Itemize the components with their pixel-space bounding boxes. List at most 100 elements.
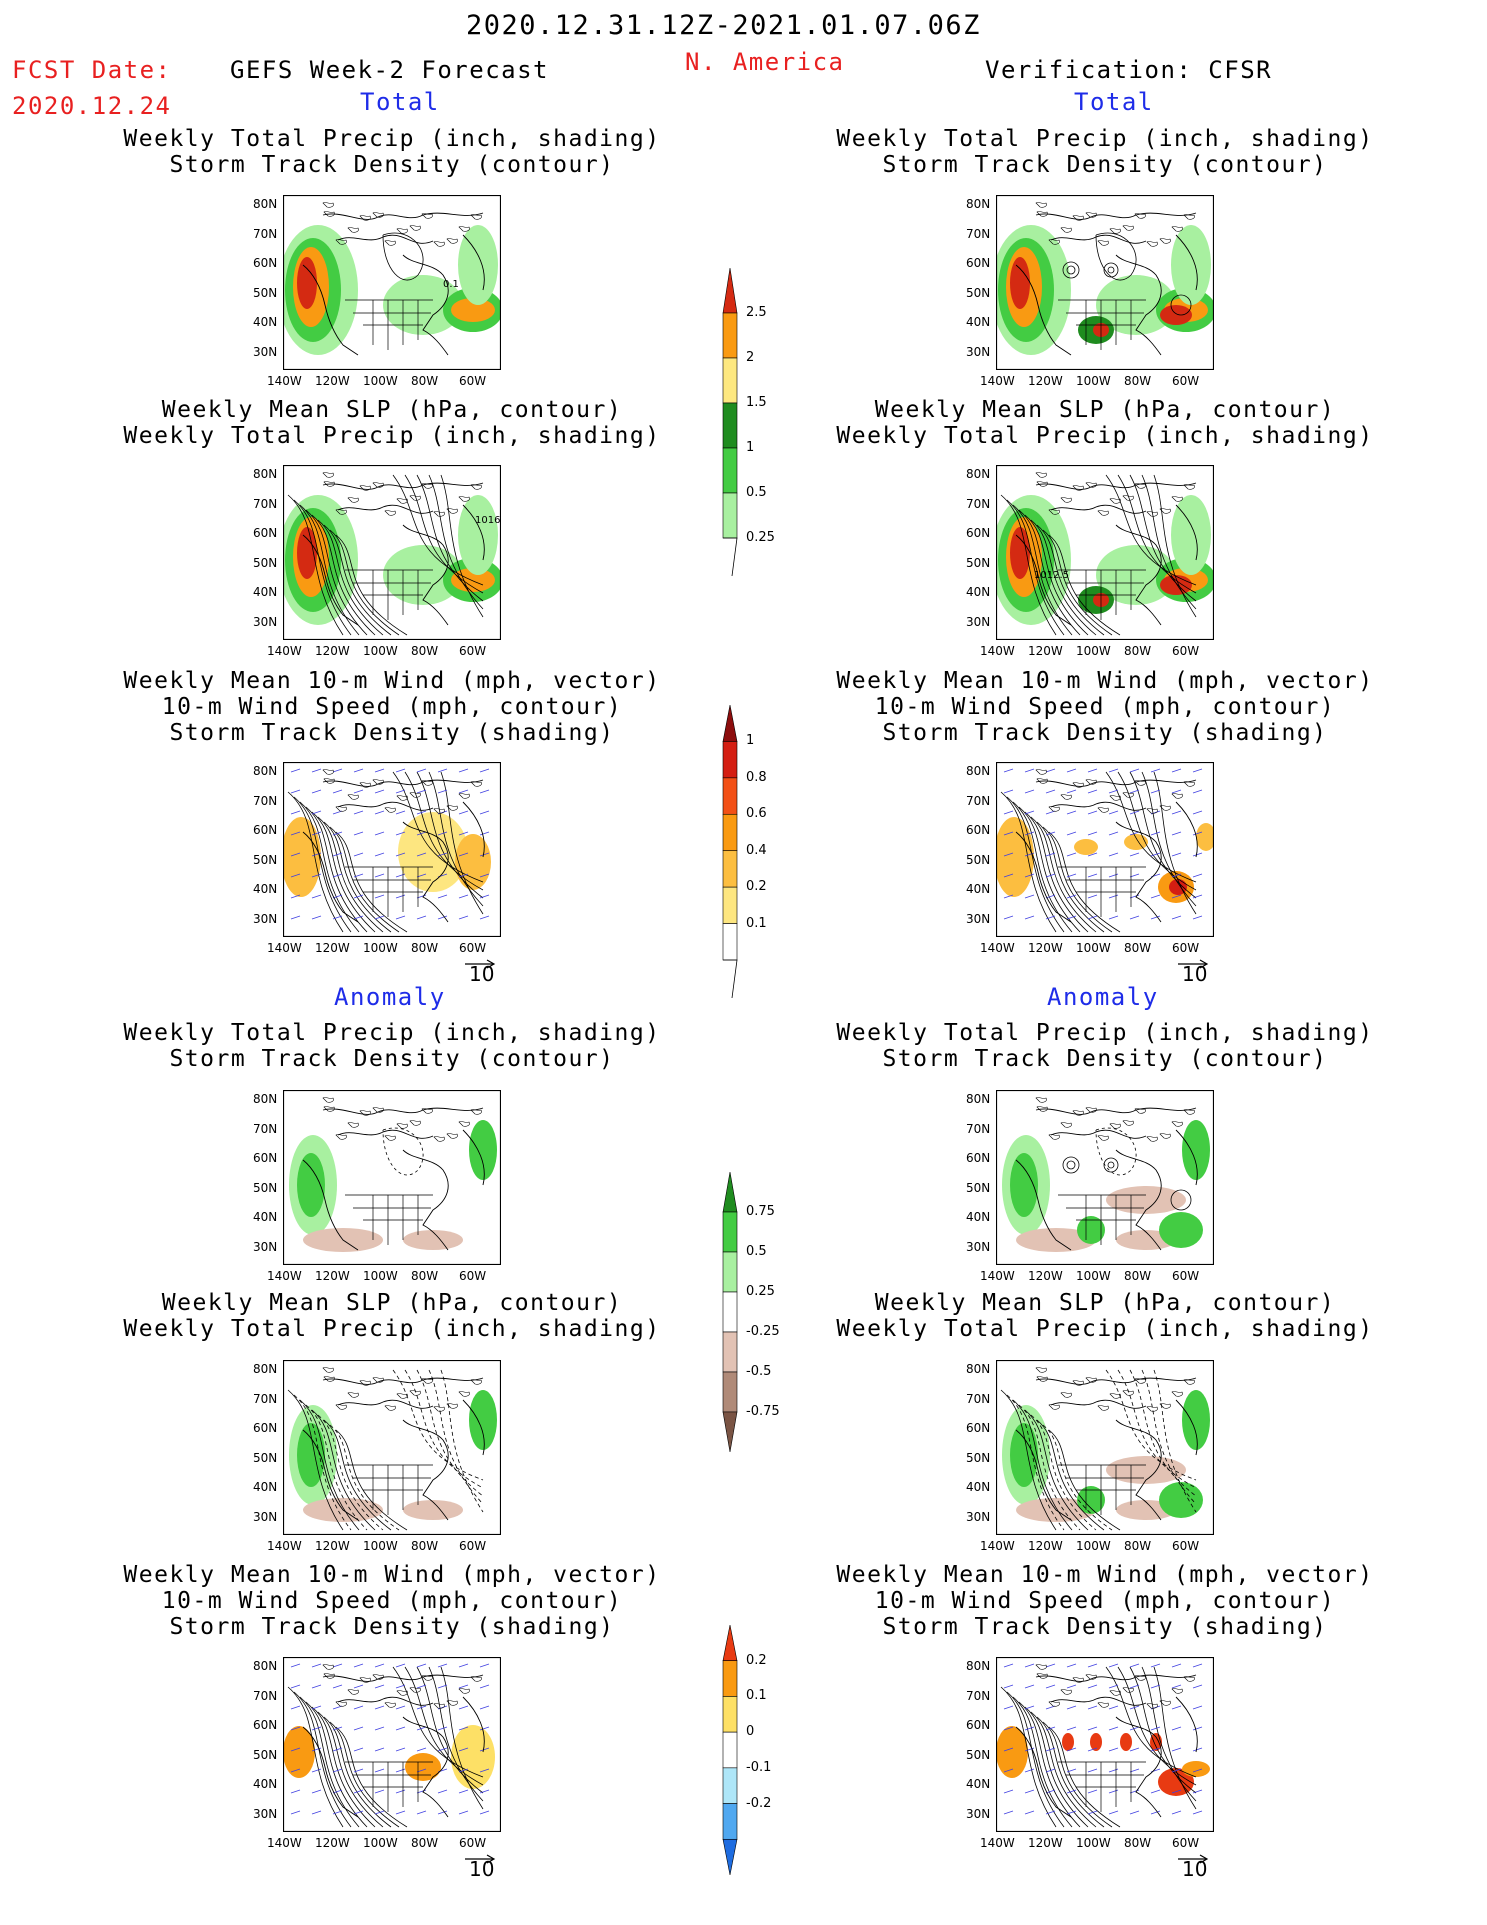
- precip-anomaly-shading: [403, 1500, 463, 1520]
- section-anomaly-left: Anomaly: [334, 983, 446, 1011]
- precip-anomaly-shading: [1106, 1186, 1186, 1214]
- precip-anomaly-shading: [403, 1230, 463, 1250]
- latitude-label: 70N: [253, 496, 278, 511]
- latitude-label: 30N: [253, 344, 278, 359]
- track-density-shading: [996, 817, 1034, 897]
- colorbar-swatch: [722, 1660, 738, 1697]
- map-frame: [996, 1360, 1214, 1535]
- longitude-label: 100W: [363, 644, 398, 658]
- coastline-outline: [1015, 472, 1198, 626]
- vector-reference-arrow-icon: [1178, 954, 1210, 973]
- wind-vectors: [290, 1663, 490, 1815]
- fcst-date-label: FCST Date:: [12, 56, 172, 84]
- section-anomaly-right: Anomaly: [1047, 983, 1159, 1011]
- map-frame: [996, 762, 1214, 937]
- colorbar-swatch: [722, 704, 738, 742]
- latitude-label: 30N: [253, 911, 278, 926]
- longitude-label: 80W: [411, 644, 439, 658]
- longitude-label: 60W: [459, 1269, 487, 1283]
- latitude-label: 80N: [253, 1659, 278, 1673]
- longitude-label: 80W: [411, 1539, 439, 1553]
- panel-title-line-1: Weekly Mean 10-m Wind (mph, vector): [123, 668, 661, 694]
- map-panel-wt-gefs: [283, 762, 501, 937]
- map-panel-sa-gefs: [283, 1360, 501, 1535]
- colorbar-tick-label: 0.2: [746, 879, 767, 895]
- map-panel-wa-cfsr: [996, 1657, 1214, 1832]
- section-total-right: Total: [1074, 88, 1154, 116]
- precip-shading: [458, 225, 498, 305]
- panel-title-line-2: Storm Track Density (contour): [882, 1046, 1328, 1072]
- track-density-shading: [1196, 823, 1214, 851]
- vector-reference-label: 10: [1182, 1857, 1208, 1881]
- longitude-label: 120W: [1028, 941, 1063, 955]
- map-panel-pa-cfsr: [996, 1090, 1214, 1265]
- coastline-outline: [302, 1664, 485, 1818]
- latitude-label: 70N: [966, 1391, 991, 1406]
- latitude-label: 50N: [253, 285, 278, 300]
- colorbar-swatch: [722, 923, 738, 961]
- panel-title-line-2: Storm Track Density (contour): [169, 1046, 615, 1072]
- longitude-label: 120W: [1028, 1539, 1063, 1553]
- latitude-label: 40N: [966, 882, 991, 896]
- latitude-label: 80N: [253, 467, 278, 481]
- track-anomaly-shading: [1182, 1761, 1210, 1777]
- longitude-label: 80W: [411, 1269, 439, 1283]
- colorbar-tick-label: 0.4: [746, 842, 767, 858]
- longitude-label: 100W: [363, 941, 398, 955]
- latitude-label: 30N: [966, 614, 991, 629]
- longitude-label: 120W: [315, 644, 350, 658]
- map-panel-pt-cfsr: [996, 195, 1214, 370]
- longitude-label: 80W: [411, 374, 439, 388]
- track-density-shading: [455, 834, 491, 890]
- contour-lines: [1000, 1666, 1197, 1828]
- longitude-label: 140W: [980, 1269, 1015, 1283]
- latitude-label: 70N: [966, 496, 991, 511]
- track-anomaly-shading: [283, 1726, 315, 1778]
- latitude-label: 40N: [966, 585, 991, 599]
- longitude-label: 60W: [1172, 644, 1200, 658]
- colorbar-tick-label: 0.5: [746, 1244, 767, 1259]
- map-frame: [283, 1090, 501, 1265]
- panel-title-line-2: 10-m Wind Speed (mph, contour): [161, 1588, 623, 1614]
- longitude-label: 60W: [459, 1539, 487, 1553]
- panel-title-sp-cfsr: Weekly Mean SLP (hPa, contour) Weekly Tot…: [836, 397, 1374, 449]
- latitude-label: 70N: [253, 1391, 278, 1406]
- longitude-label: 140W: [980, 374, 1015, 388]
- longitude-label: 60W: [459, 374, 487, 388]
- latitude-label: 40N: [966, 1777, 991, 1791]
- latitude-label: 30N: [253, 1239, 278, 1254]
- latitude-label: 40N: [966, 1480, 991, 1494]
- colorbar-precip-anom: 0.75 0.5 0.25 -0.25 -0.5 -0.75: [722, 1171, 780, 1456]
- panel-title-pa-gefs: Weekly Total Precip (inch, shading) Storm…: [123, 1020, 661, 1072]
- precip-shading: [297, 527, 317, 579]
- longitude-label: 140W: [980, 1539, 1015, 1553]
- colorbar-swatch: [722, 1767, 738, 1804]
- precip-shading: [451, 568, 495, 592]
- colorbar-tick-label: 0.5: [746, 485, 767, 500]
- contour-lines: [1062, 1127, 1192, 1211]
- coastline-outline: [1015, 769, 1198, 923]
- longitude-label: 80W: [1124, 1269, 1152, 1283]
- colorbar-swatch: [722, 850, 738, 888]
- panel-title-pa-cfsr: Weekly Total Precip (inch, shading) Storm…: [836, 1020, 1374, 1072]
- panel-title-line-1: Weekly Mean SLP (hPa, contour): [874, 1290, 1336, 1316]
- latitude-label: 80N: [966, 1092, 991, 1106]
- longitude-label: 60W: [1172, 374, 1200, 388]
- latitude-label: 80N: [253, 764, 278, 778]
- latitude-label: 70N: [253, 1121, 278, 1136]
- colorbar-track-total: 1 0.8 0.6 0.4 0.2 0.1: [722, 704, 767, 1004]
- latitude-label: 60N: [253, 526, 278, 540]
- map-panel-wa-gefs: [283, 1657, 501, 1832]
- latitude-label: 60N: [966, 823, 991, 837]
- longitude-label: 140W: [980, 644, 1015, 658]
- longitude-label: 120W: [1028, 1836, 1063, 1850]
- latitude-label: 30N: [253, 614, 278, 629]
- track-anomaly-shading: [1062, 1733, 1074, 1751]
- longitude-label: 100W: [1076, 1269, 1111, 1283]
- latitude-label: 30N: [966, 344, 991, 359]
- latitude-label: 70N: [966, 793, 991, 808]
- coastline-outline: [1015, 1664, 1198, 1818]
- precip-shading: [1171, 225, 1211, 305]
- precip-anomaly-shading: [1182, 1120, 1210, 1180]
- latitude-label: 50N: [253, 852, 278, 867]
